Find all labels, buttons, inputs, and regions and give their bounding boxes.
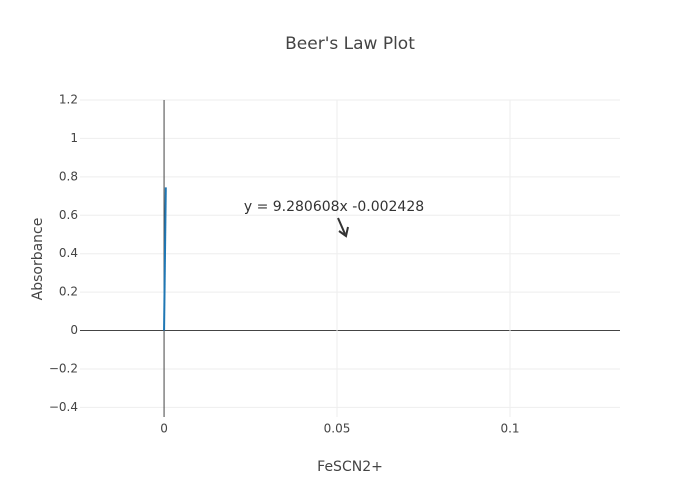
plot-area: −0.4 −0.2 0 0.2 0.4 0.6 0.8 1 1.2 0 0.05 0.1 (49, 93, 620, 436)
y-tick-label: −0.2 (49, 361, 78, 375)
y-tick-label: −0.4 (49, 400, 78, 414)
y-axis-title: Absorbance (30, 218, 46, 301)
y-tick-label: 0.6 (59, 208, 78, 222)
chart-title: Beer's Law Plot (285, 34, 415, 54)
x-tick-label: 0.1 (500, 422, 519, 436)
data-line (163, 187, 167, 331)
arrow-shaft (337, 217, 346, 235)
y-tick-label: 0.8 (59, 169, 78, 183)
x-axis-title: FeSCN2+ (317, 459, 383, 475)
y-tick-label: 0.2 (59, 285, 78, 299)
y-tick-label: 0.4 (59, 246, 78, 260)
arrow-head (338, 226, 349, 238)
annotation: y = 9.280608x -0.002428 (244, 199, 424, 215)
x-tick-label: 0 (160, 422, 168, 436)
y-tick-label: 0 (70, 323, 78, 337)
y-tick-label: 1 (70, 131, 78, 145)
y-tick-label: 1.2 (59, 93, 78, 107)
x-tick-label: 0.05 (324, 422, 351, 436)
annotation-arrow (337, 217, 349, 238)
